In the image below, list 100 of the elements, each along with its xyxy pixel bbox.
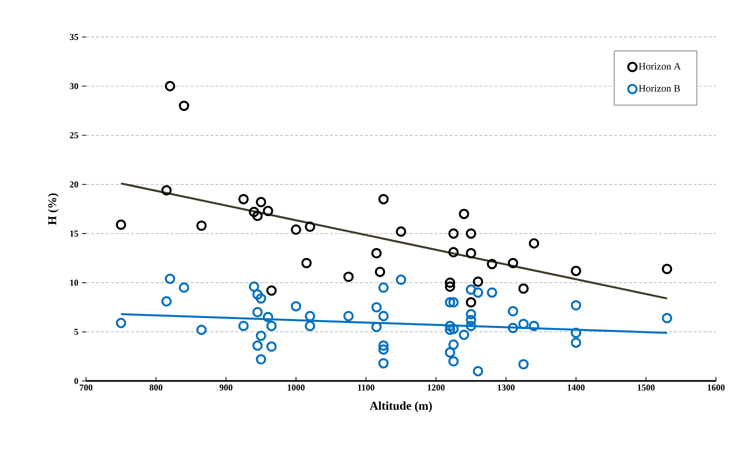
point (252, 289, 263, 300)
point (528, 238, 540, 249)
point (444, 324, 456, 336)
point (570, 337, 582, 348)
point (238, 194, 249, 204)
point (256, 196, 266, 208)
point (161, 296, 172, 307)
point (116, 220, 126, 230)
x-tick-label: 1400 (568, 384, 585, 391)
point (378, 358, 389, 368)
point (252, 306, 263, 318)
point (164, 80, 176, 92)
point (570, 328, 582, 338)
point (374, 266, 386, 278)
point (508, 258, 518, 268)
point (662, 264, 672, 274)
x-tick-label: 1300 (498, 384, 515, 391)
point (378, 310, 389, 322)
point (248, 206, 260, 218)
y-tick-label: 25 (70, 132, 78, 138)
point (378, 194, 389, 204)
x-tick-label: 1100 (358, 384, 374, 391)
point (448, 324, 459, 334)
point (116, 318, 126, 328)
point (248, 281, 260, 292)
point (518, 359, 529, 370)
x-axis-title: Altitude (m) (370, 401, 432, 412)
point (290, 224, 302, 235)
x-tick-label: 1000 (288, 384, 305, 391)
point (301, 258, 312, 268)
point (472, 287, 484, 298)
point (290, 301, 302, 312)
point (486, 258, 498, 270)
point (343, 310, 354, 322)
point (396, 274, 406, 285)
point (343, 272, 354, 282)
point (466, 320, 476, 332)
point (458, 208, 470, 220)
point (448, 356, 459, 367)
point (570, 266, 582, 276)
legend-label: Horizon B (638, 85, 680, 92)
point (472, 366, 484, 376)
point (262, 206, 274, 216)
legend-label: Horizon A (638, 62, 681, 70)
point (570, 300, 582, 311)
point (466, 228, 476, 239)
x-tick-label: 800 (150, 384, 162, 391)
point (378, 344, 389, 355)
y-tick-label: 15 (70, 230, 78, 237)
point (518, 318, 529, 330)
point (256, 293, 266, 304)
point (472, 276, 484, 287)
point (371, 248, 382, 258)
x-tick-label: 1500 (638, 384, 655, 391)
point (196, 220, 207, 231)
point (238, 320, 249, 332)
point (486, 287, 498, 298)
x-tick-label: 700 (80, 384, 92, 391)
point (378, 340, 389, 351)
point (256, 354, 266, 365)
point (266, 320, 277, 332)
y-tick-label: 5 (74, 328, 78, 335)
y-tick-label: 0 (74, 378, 78, 384)
y-tick-label: 30 (70, 83, 78, 90)
point (458, 330, 470, 340)
point (448, 228, 459, 239)
point (466, 248, 476, 258)
x-tick-label: 1200 (428, 384, 445, 391)
point (518, 283, 529, 294)
point (164, 274, 176, 284)
point (444, 278, 456, 288)
point (444, 281, 456, 292)
point (304, 221, 316, 232)
y-axis-title: H (%) (48, 193, 59, 225)
point (266, 341, 277, 352)
point (448, 297, 459, 308)
point (448, 339, 459, 350)
point (508, 306, 518, 316)
point (378, 282, 389, 293)
point (528, 320, 540, 332)
point (196, 324, 207, 336)
y-tick-label: 20 (70, 181, 78, 188)
point (371, 302, 382, 312)
point (466, 308, 476, 320)
point (508, 322, 518, 334)
point (466, 314, 476, 326)
point (444, 347, 456, 358)
point (466, 297, 476, 308)
point (444, 320, 456, 332)
y-tick-label: 35 (70, 34, 78, 40)
x-tick-label: 900 (220, 384, 232, 391)
point (371, 322, 382, 332)
point (662, 312, 672, 324)
y-tick-label: 10 (70, 280, 78, 286)
point (252, 340, 263, 351)
point (304, 320, 316, 332)
point (448, 247, 459, 258)
x-tick-label: 1600 (708, 384, 725, 391)
point (178, 100, 190, 111)
point (396, 226, 406, 237)
